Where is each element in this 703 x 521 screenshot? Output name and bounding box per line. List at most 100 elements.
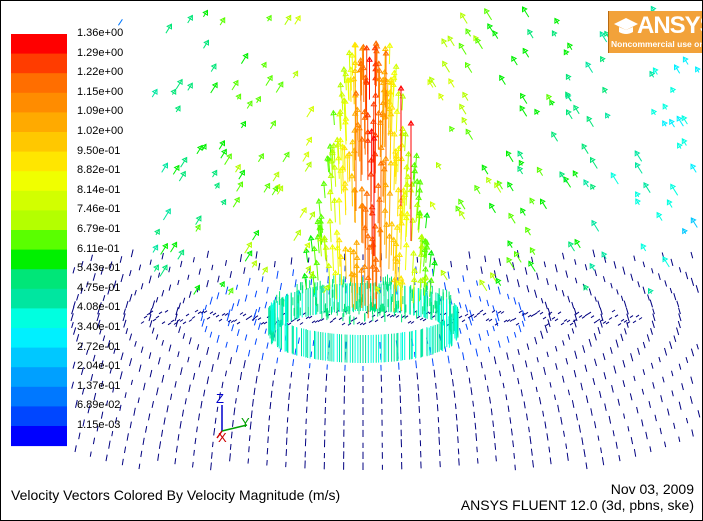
plume-vector-head: [335, 196, 343, 203]
plume-vector: [389, 111, 392, 141]
plume-vector-head: [423, 212, 431, 218]
ambient-vector: [263, 183, 271, 193]
plot-title: Velocity Vectors Colored By Velocity Mag…: [11, 487, 341, 503]
legend-swatch: [11, 249, 67, 270]
ground-vector: [356, 321, 361, 325]
plume-vector-head: [358, 185, 366, 192]
ground-vector: [594, 358, 597, 367]
ground-vector: [177, 434, 180, 441]
ambient-vector: [180, 157, 188, 168]
ambient-vector: [528, 261, 536, 272]
plume-vector: [395, 259, 398, 292]
ground-vector: [112, 387, 115, 393]
ground-vector: [622, 359, 626, 368]
legend-tick-label: 9.50e-01: [77, 144, 121, 157]
ambient-vector-head: [681, 114, 688, 122]
ambient-vector: [151, 89, 158, 98]
plume-vector-head: [342, 118, 349, 125]
ambient-vector: [496, 180, 503, 190]
ambient-vector: [649, 71, 655, 78]
ambient-vector-head: [375, 285, 382, 293]
ground-vector: [627, 426, 630, 432]
ground-vector: [151, 327, 155, 334]
ground-vector: [107, 340, 111, 348]
ambient-vector: [551, 30, 557, 37]
plume-vector-head: [393, 258, 401, 264]
ground-vector: [499, 370, 502, 377]
plume-vector-head: [413, 178, 421, 184]
ground-vector: [493, 270, 497, 278]
ambient-vector: [160, 243, 168, 255]
ground-vector: [494, 442, 497, 450]
ground-vector: [245, 317, 250, 321]
ambient-vector-head: [171, 241, 178, 248]
ambient-vector-head: [211, 169, 218, 177]
ground-vector: [592, 377, 596, 386]
ambient-vector: [304, 161, 312, 172]
ground-vector: [530, 371, 534, 380]
ground-vector: [557, 404, 560, 413]
ground-vector: [287, 322, 292, 326]
plume-vector-head: [402, 214, 410, 221]
ambient-vector: [527, 29, 534, 39]
ground-vector: [102, 295, 106, 302]
plume-vector: [329, 189, 332, 211]
plume-vector: [318, 198, 321, 215]
ground-vector: [475, 348, 479, 357]
ground-vector: [113, 348, 116, 354]
ground-vector: [107, 286, 111, 295]
legend-tick-label: 1.29e+00: [77, 46, 124, 59]
ambient-vector: [494, 182, 502, 193]
ground-vector: [111, 431, 114, 437]
ground-vector: [455, 413, 458, 421]
ground-vector: [521, 320, 525, 327]
ground-vector: [626, 321, 631, 325]
ground-vector: [613, 365, 617, 374]
ground-vector: [155, 334, 159, 340]
ground-vector: [174, 381, 177, 388]
logo-wordmark: ANSYS: [637, 12, 702, 39]
ground-vector: [518, 325, 522, 333]
ground-vector: [492, 420, 494, 427]
plume-vector-head: [332, 269, 339, 276]
ground-vector: [161, 374, 165, 383]
plume-vector-head: [396, 203, 404, 209]
ground-vector: [229, 271, 232, 279]
ground-vector: [273, 368, 276, 375]
ground-vector: [509, 319, 514, 322]
plume-vector-head: [340, 97, 348, 103]
ground-vector: [307, 257, 310, 263]
ground-vector: [650, 362, 654, 369]
ground-vector: [192, 372, 196, 380]
ground-vector: [97, 308, 100, 315]
ground-vector: [105, 454, 108, 462]
plume-vector-head: [315, 197, 323, 204]
plume-vector-head: [343, 152, 351, 159]
plume-vector: [418, 187, 421, 205]
ground-vector: [571, 301, 575, 309]
ground-vector: [562, 375, 565, 383]
ambient-vector-head: [309, 211, 315, 218]
ground-vector: [526, 413, 528, 421]
ambient-vector: [519, 105, 528, 117]
ground-vector: [89, 451, 92, 457]
ground-vector: [279, 282, 282, 291]
ambient-vector: [563, 49, 568, 56]
ambient-vector-head: [573, 104, 580, 111]
plume-vector-head: [358, 267, 365, 273]
ground-vector: [244, 294, 248, 302]
plume-vector-head: [390, 130, 398, 137]
ambient-vector-head: [479, 279, 486, 286]
ambient-vector-head: [635, 198, 642, 205]
ground-vector: [294, 348, 297, 355]
ground-vector: [594, 269, 597, 277]
ground-vector: [457, 448, 460, 455]
ambient-vector-head: [162, 162, 168, 169]
ambient-vector: [448, 78, 455, 88]
ground-vector: [416, 372, 419, 380]
ambient-vector-head: [549, 99, 556, 106]
legend-swatch: [11, 210, 67, 231]
plume-vector-head: [391, 160, 398, 166]
